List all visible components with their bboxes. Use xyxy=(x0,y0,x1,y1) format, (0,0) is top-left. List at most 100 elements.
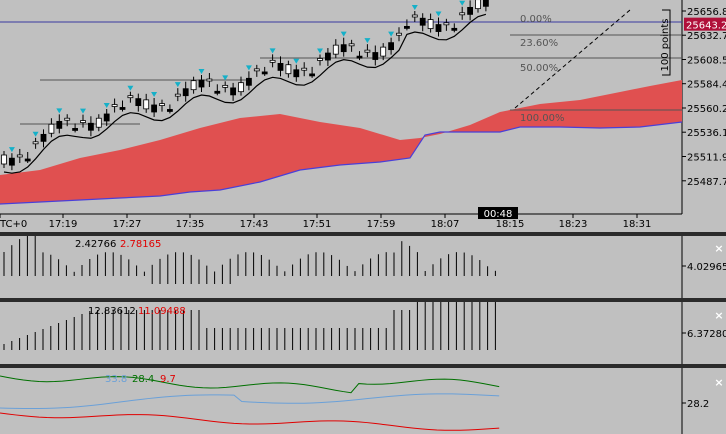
fib-label: 50.00% xyxy=(520,63,558,74)
time-tick-label: 17:27 xyxy=(113,219,142,230)
indicator-1-value-b: 2.78165 xyxy=(120,239,161,250)
pane-separator[interactable] xyxy=(0,298,726,302)
price-tick-label: 25632.7 xyxy=(687,31,726,42)
candle-body xyxy=(127,95,134,99)
price-tick-label: 25487.7 xyxy=(687,177,726,188)
candle-body xyxy=(8,157,15,166)
candle-body xyxy=(103,113,110,122)
candle-body xyxy=(475,0,481,10)
indicator-2-chart: 12.83612 11.09488 6.37280 xyxy=(3,302,726,364)
candle-body xyxy=(459,12,466,16)
candle-body xyxy=(64,117,71,121)
candle-body xyxy=(451,27,458,31)
candle-body xyxy=(443,22,450,26)
points-bracket xyxy=(662,9,671,76)
indicator-1-histogram xyxy=(3,236,496,284)
signal-arrow xyxy=(222,75,229,81)
signal-arrow xyxy=(32,131,39,137)
time-tick-label: 17:59 xyxy=(367,219,396,230)
candle-body xyxy=(16,154,23,158)
signal-arrow xyxy=(269,48,276,54)
signal-arrow xyxy=(411,4,418,10)
candle-body xyxy=(143,99,150,110)
indicator-pane-1[interactable]: 2.42766 2.78165 4.02965 × xyxy=(0,236,726,298)
candle-body xyxy=(174,93,181,97)
time-tick-label: 17:43 xyxy=(240,219,269,230)
candle-body xyxy=(166,109,173,112)
indicator-2-histogram xyxy=(3,302,496,350)
candle-body xyxy=(190,80,197,91)
time-tick-label: 17:19 xyxy=(49,219,78,230)
signal-arrow xyxy=(435,11,442,17)
time-tick-label: 18:07 xyxy=(431,219,460,230)
candle-body xyxy=(182,88,189,97)
price-tick-label: 25511.9 xyxy=(687,153,726,164)
signal-arrow xyxy=(151,91,158,97)
candle-body xyxy=(372,52,379,60)
close-indicator-3-button[interactable]: × xyxy=(714,376,724,389)
price-tick-label: 25656.8 xyxy=(687,7,726,18)
indicator-3-value-a: 33.8 xyxy=(105,374,127,385)
time-tick-label: 18:31 xyxy=(623,219,652,230)
candle-body xyxy=(269,59,276,63)
signal-arrow xyxy=(317,48,323,54)
pane-separator[interactable] xyxy=(0,364,726,368)
signal-arrow xyxy=(127,85,134,91)
candle-body xyxy=(151,104,158,113)
candle-body xyxy=(253,68,260,72)
cloud-fill xyxy=(0,80,682,204)
time-tick-label: 18:15 xyxy=(496,219,525,230)
signal-arrow xyxy=(8,147,15,153)
fibonacci-retracement: 0.00% 23.60% 50.00% 100.00% xyxy=(0,9,682,125)
candle-body xyxy=(159,103,165,106)
current-price-label: 25643.2 xyxy=(686,21,726,32)
candle-body xyxy=(277,63,284,71)
signal-arrow xyxy=(103,102,110,108)
current-price-badge xyxy=(684,17,726,31)
close-indicator-2-button[interactable]: × xyxy=(714,309,724,322)
pane-separator[interactable] xyxy=(0,232,726,236)
main-chart-pane[interactable]: 0.00% 23.60% 50.00% 100.00% 25656.8 25632.7 2… xyxy=(0,0,726,232)
candle-body xyxy=(396,32,402,36)
candle-body xyxy=(285,64,292,75)
indicator-3-axis-label: 28.2 xyxy=(687,399,709,410)
candle-body xyxy=(293,69,300,78)
candle-body xyxy=(214,90,221,94)
indicator-1-axis-label: 4.02965 xyxy=(687,262,726,273)
time-highlight-badge xyxy=(478,207,518,219)
indicator-3-chart: 33.8 28.4 9.7 28.2 xyxy=(0,368,709,434)
candle-body xyxy=(340,44,347,53)
close-indicator-1-button[interactable]: × xyxy=(714,242,724,255)
candle-body xyxy=(309,73,316,77)
signal-arrow xyxy=(459,0,466,6)
fib-label: 100.00% xyxy=(520,113,565,124)
time-tick-label: 18:23 xyxy=(559,219,588,230)
indicator-2-value-b: 11.09488 xyxy=(138,306,186,317)
candle-body xyxy=(411,14,418,18)
price-tick-label: 25560.2 xyxy=(687,104,726,115)
signal-arrow xyxy=(245,65,252,71)
price-tick-label: 25608.5 xyxy=(687,56,726,67)
candle-body xyxy=(1,154,7,165)
indicator-3-value-b: 28.4 xyxy=(132,374,154,385)
candle-body xyxy=(24,158,31,162)
main-chart[interactable]: 0.00%23.60%50.00%100.00% 25656.825632.72… xyxy=(0,0,726,232)
price-tick-label: 25584.4 xyxy=(687,80,726,91)
signal-arrow xyxy=(364,38,371,44)
candle-body xyxy=(56,120,63,129)
indicator-3-value-c: 9.7 xyxy=(160,374,176,385)
candle-body xyxy=(80,120,86,123)
candle-body xyxy=(72,128,78,131)
indicator-pane-3[interactable]: 33.8 28.4 9.7 28.2 × xyxy=(0,368,726,434)
candle-body xyxy=(356,55,363,59)
indicator-2-axis-label: 6.37280 xyxy=(687,329,726,340)
candle-body xyxy=(48,123,55,134)
time-highlight-label: 00:48 xyxy=(484,209,513,220)
candle-body xyxy=(222,84,229,88)
candle-body xyxy=(198,79,205,88)
candle-body xyxy=(301,67,308,71)
indicator-pane-2[interactable]: 12.83612 11.09488 6.37280 × xyxy=(0,302,726,364)
candlesticks xyxy=(1,0,489,174)
adx-line xyxy=(0,393,500,410)
moving-average-line xyxy=(3,13,487,174)
